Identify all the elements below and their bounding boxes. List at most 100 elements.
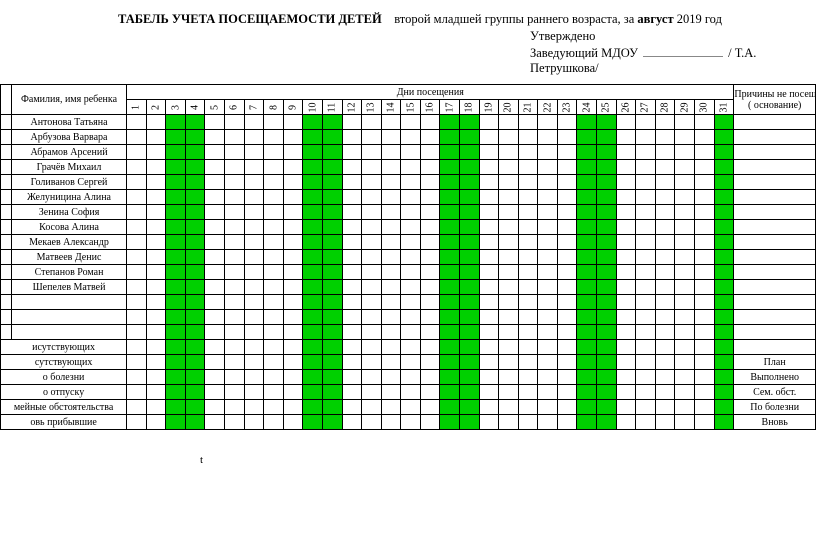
day-cell <box>146 325 166 340</box>
day-cell <box>127 310 147 325</box>
summary-label: о отпуску <box>1 385 127 400</box>
day-cell <box>185 370 205 385</box>
day-cell <box>675 220 695 235</box>
day-cell <box>185 190 205 205</box>
day-cell <box>616 250 636 265</box>
day-cell <box>577 385 597 400</box>
day-cell <box>460 325 480 340</box>
day-cell <box>597 280 617 295</box>
day-cell <box>694 160 714 175</box>
col-visits-header: Дни посещения <box>127 85 734 100</box>
day-cell <box>577 160 597 175</box>
day-cell <box>225 115 245 130</box>
day-cell <box>538 370 558 385</box>
day-cell <box>655 385 675 400</box>
day-cell <box>597 235 617 250</box>
day-header: 26 <box>616 100 636 115</box>
day-cell <box>499 295 519 310</box>
day-cell <box>381 115 401 130</box>
day-cell <box>714 280 734 295</box>
day-cell <box>244 130 264 145</box>
day-cell <box>499 250 519 265</box>
day-cell <box>597 115 617 130</box>
day-cell <box>557 400 577 415</box>
day-cell <box>244 370 264 385</box>
day-cell <box>694 295 714 310</box>
day-cell <box>518 340 538 355</box>
day-cell <box>146 175 166 190</box>
day-cell <box>225 310 245 325</box>
day-cell <box>264 250 284 265</box>
day-cell <box>303 160 323 175</box>
day-cell <box>205 310 225 325</box>
day-cell <box>381 235 401 250</box>
day-cell <box>518 130 538 145</box>
day-cell <box>440 250 460 265</box>
title-rest-1: второй младшей группы раннего возраста, … <box>394 12 637 26</box>
summary-row: сутствующихПлан <box>1 355 816 370</box>
day-cell <box>264 385 284 400</box>
day-cell <box>538 235 558 250</box>
day-cell <box>597 130 617 145</box>
day-cell <box>440 190 460 205</box>
day-cell <box>577 250 597 265</box>
summary-reason: Выполнено <box>734 370 816 385</box>
day-cell <box>597 265 617 280</box>
day-cell <box>342 415 362 430</box>
day-cell <box>303 340 323 355</box>
day-cell <box>401 115 421 130</box>
summary-label: овь прибывшие <box>1 415 127 430</box>
day-cell <box>342 370 362 385</box>
day-cell <box>146 385 166 400</box>
day-header: 31 <box>714 100 734 115</box>
day-cell <box>577 295 597 310</box>
day-cell <box>557 355 577 370</box>
day-cell <box>264 265 284 280</box>
day-cell <box>714 145 734 160</box>
day-cell <box>381 355 401 370</box>
day-cell <box>342 220 362 235</box>
day-cell <box>264 295 284 310</box>
day-cell <box>538 385 558 400</box>
day-cell <box>205 415 225 430</box>
student-name: Голиванов Сергей <box>11 175 126 190</box>
day-cell <box>655 205 675 220</box>
day-cell <box>499 400 519 415</box>
day-cell <box>127 115 147 130</box>
row-number <box>1 130 12 145</box>
row-number <box>1 205 12 220</box>
day-cell <box>460 370 480 385</box>
reason-cell <box>734 145 816 160</box>
day-cell <box>381 175 401 190</box>
day-cell <box>166 400 186 415</box>
day-cell <box>675 160 695 175</box>
day-cell <box>499 175 519 190</box>
day-cell <box>518 325 538 340</box>
day-cell <box>675 400 695 415</box>
day-cell <box>557 250 577 265</box>
day-cell <box>205 325 225 340</box>
day-cell <box>460 160 480 175</box>
day-cell <box>205 175 225 190</box>
day-cell <box>166 265 186 280</box>
day-cell <box>225 415 245 430</box>
day-cell <box>557 415 577 430</box>
day-cell <box>362 205 382 220</box>
day-cell <box>577 370 597 385</box>
day-cell <box>518 415 538 430</box>
day-cell <box>303 265 323 280</box>
day-cell <box>597 205 617 220</box>
day-cell <box>205 280 225 295</box>
day-cell <box>342 355 362 370</box>
day-cell <box>597 415 617 430</box>
day-cell <box>616 175 636 190</box>
day-cell <box>499 370 519 385</box>
day-cell <box>166 115 186 130</box>
day-cell <box>362 295 382 310</box>
day-cell <box>460 220 480 235</box>
day-cell <box>283 370 303 385</box>
day-cell <box>264 355 284 370</box>
day-cell <box>577 415 597 430</box>
day-cell <box>205 370 225 385</box>
day-cell <box>342 190 362 205</box>
